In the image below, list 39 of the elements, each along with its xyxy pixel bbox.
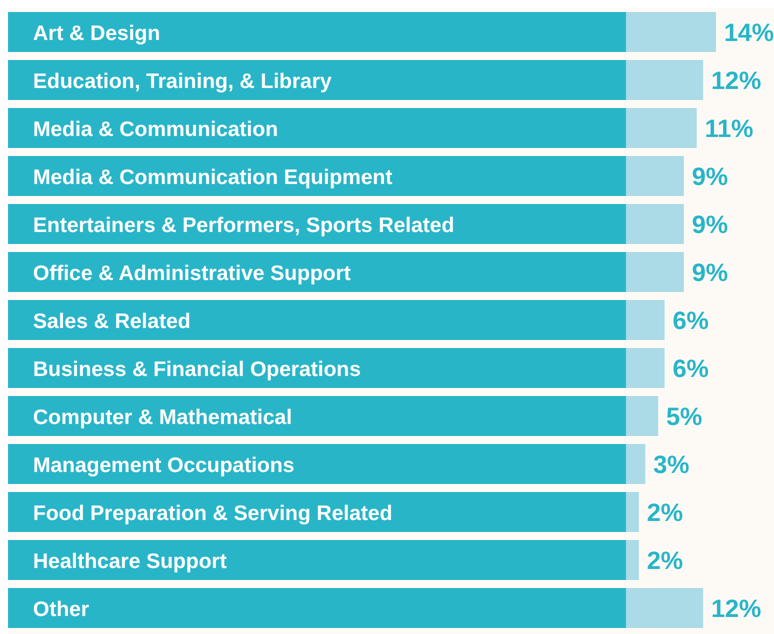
- data-label: 12%: [711, 67, 762, 95]
- data-label: 2%: [646, 499, 683, 527]
- data-label: 12%: [711, 595, 762, 623]
- bar: [626, 156, 684, 196]
- y-tick-label: Business & Financial Operations: [33, 358, 361, 381]
- y-tick-label: Computer & Mathematical: [33, 406, 292, 429]
- y-tick-label: Entertainers & Performers, Sports Related: [33, 214, 454, 237]
- data-label: 9%: [692, 163, 728, 191]
- bar: [626, 396, 658, 436]
- y-tick-label: Sales & Related: [33, 310, 191, 333]
- y-tick-label: Other: [33, 598, 90, 621]
- data-label: 14%: [724, 19, 774, 47]
- data-label: 6%: [672, 355, 709, 383]
- y-tick-label: Education, Training, & Library: [33, 70, 332, 93]
- bar: [626, 252, 684, 292]
- y-tick-label: Media & Communication Equipment: [33, 166, 392, 189]
- data-label: 3%: [653, 451, 690, 479]
- y-tick-label: Food Preparation & Serving Related: [33, 502, 392, 525]
- bar: [626, 12, 716, 52]
- bar: [626, 444, 646, 484]
- bar: [626, 60, 704, 100]
- data-label: 9%: [692, 211, 728, 239]
- data-label: 2%: [646, 547, 683, 575]
- data-label: 6%: [672, 307, 709, 335]
- bar: [626, 588, 704, 628]
- bar: [626, 540, 639, 580]
- data-label: 5%: [666, 403, 702, 431]
- bar: [626, 492, 639, 532]
- y-tick-label: Art & Design: [33, 22, 160, 45]
- bar: [626, 348, 665, 388]
- y-tick-label: Media & Communication: [33, 118, 278, 141]
- data-label: 9%: [692, 259, 728, 287]
- bar: [626, 300, 665, 340]
- bar: [626, 204, 684, 244]
- y-tick-label: Office & Administrative Support: [33, 262, 351, 285]
- data-label: 11%: [704, 115, 754, 143]
- bar: [626, 108, 697, 148]
- y-tick-label: Management Occupations: [33, 454, 294, 477]
- y-tick-label: Healthcare Support: [33, 550, 227, 573]
